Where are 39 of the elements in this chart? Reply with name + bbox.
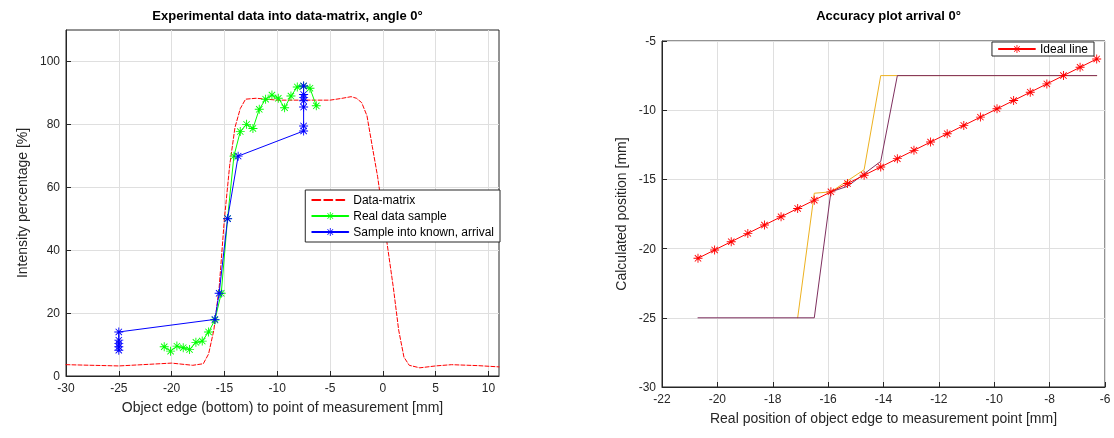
x-axis-title: Object edge (bottom) to point of measurement [mm] — [121, 399, 444, 415]
x-tick-label: -20 — [162, 381, 181, 395]
y-tick-label: -10 — [638, 103, 657, 118]
y-tick-label: 0 — [53, 369, 61, 383]
y-tick-label: 20 — [46, 306, 61, 321]
x-tick-label: 5 — [432, 381, 440, 395]
y-tick-label: 60 — [46, 180, 61, 195]
x-tick-label: -14 — [874, 392, 893, 406]
y-tick-label: -20 — [638, 241, 657, 256]
y-tick-label: -15 — [638, 172, 657, 187]
y-tick-label: -25 — [638, 310, 657, 325]
x-tick-label: -8 — [1044, 392, 1056, 406]
x-axis-title: Real position of object edge to measurement point [mm] — [709, 410, 1058, 426]
x-tick-label: -10 — [985, 392, 1004, 406]
x-tick-label: -12 — [930, 392, 948, 406]
x-tick-label: -20 — [708, 392, 727, 406]
x-tick-label: -16 — [819, 392, 838, 406]
x-tick-label: -5 — [324, 381, 336, 395]
x-tick-label: -15 — [215, 381, 234, 395]
y-axis-title: Intensity percentage [%] — [14, 127, 31, 279]
chart-title: Accuracy plot arrival 0° — [816, 8, 961, 23]
x-tick-label: -30 — [57, 381, 75, 395]
legend-label: Data-matrix — [353, 193, 416, 207]
y-tick-label: 100 — [39, 54, 61, 69]
x-tick-label: -10 — [268, 381, 287, 395]
y-tick-label: -5 — [645, 34, 657, 48]
y-tick-label: 80 — [46, 117, 61, 132]
y-axis-title: Calculated position [mm] — [612, 137, 629, 291]
x-tick-label: 10 — [481, 381, 496, 395]
legend-label: Sample into known, arrival — [353, 225, 494, 239]
chart-title: Experimental data into data-matrix, angle 0° — [152, 8, 423, 23]
x-tick-label: -25 — [110, 381, 128, 395]
x-tick-label: 0 — [379, 381, 387, 395]
x-tick-label: -6 — [1099, 392, 1111, 406]
legend-label: Ideal line — [1039, 42, 1089, 56]
legend-label: Real data sample — [353, 209, 447, 223]
x-tick-label: -18 — [764, 392, 782, 406]
x-tick-label: -22 — [653, 392, 671, 406]
y-tick-label: 40 — [46, 243, 61, 258]
